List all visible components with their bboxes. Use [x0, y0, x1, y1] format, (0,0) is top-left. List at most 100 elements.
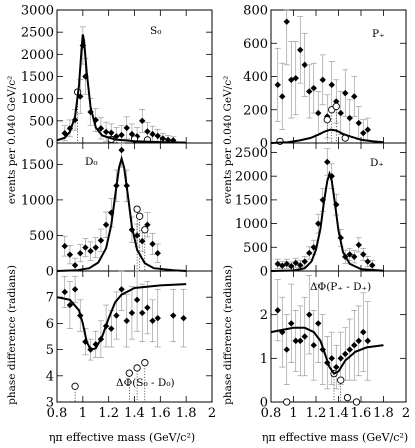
data-point [355, 337, 362, 345]
data-point [306, 249, 313, 257]
data-point [118, 131, 125, 139]
y-tick-label: 7 [46, 291, 54, 306]
data-point [301, 333, 308, 340]
data-point [118, 146, 125, 154]
data-point [328, 172, 335, 180]
x-tick-label: 1.8 [373, 406, 394, 421]
fit-curve [270, 170, 384, 272]
data-point [337, 355, 344, 362]
x-tick-label: 1.6 [351, 406, 372, 421]
open-point [352, 398, 361, 406]
open-point [141, 359, 149, 367]
data-point [351, 253, 358, 260]
data-point [170, 137, 177, 144]
open-point [283, 398, 291, 406]
data-point [123, 124, 130, 132]
open-point [323, 116, 331, 124]
y-tick-label: 1000 [21, 193, 54, 208]
data-point [61, 242, 68, 250]
y-tick-label: 3000 [21, 4, 54, 19]
panel-S0: 0 500 1000 1500 2000 2500 3000 S₀ [21, 4, 213, 152]
data-point [61, 288, 68, 296]
data-point [102, 128, 110, 136]
right-top-ylabel: events per 0.040 GeV/c² [222, 76, 234, 205]
data-point [144, 128, 151, 135]
y-tick-label: 0 [46, 137, 54, 152]
y-tick-label: 600 [243, 37, 268, 52]
data-point [324, 158, 331, 166]
y-tick-label: 1 [260, 352, 268, 367]
data-point [87, 247, 94, 255]
data-point [82, 244, 89, 251]
data-point [102, 221, 110, 228]
data-point [355, 119, 362, 127]
panel-D0: 0 500 1000 1500 D₀ [21, 142, 213, 280]
data-point [297, 337, 304, 345]
open-point [133, 205, 141, 213]
data-point [283, 18, 290, 25]
data-point [274, 81, 281, 89]
x-tick-label: 1.2 [98, 406, 119, 421]
data-point [310, 244, 317, 251]
data-point [180, 314, 187, 322]
data-point [149, 240, 156, 248]
y-tick-label: 2500 [21, 26, 54, 41]
data-point [159, 135, 167, 142]
y-tick-label: 5 [46, 343, 54, 358]
data-point [328, 81, 335, 89]
data-point [71, 116, 79, 124]
data-point [333, 363, 340, 371]
data-point [346, 251, 353, 258]
y-tick-label: 4 [46, 369, 54, 384]
x-tick-label: 1 [289, 406, 297, 421]
y-tick-label: 1000 [235, 217, 268, 232]
panel-dphiS0D0: 3 4 5 6 7 0.8 1 1.2 1.4 1.6 1.8 2 ΔΦ(S₀ - D₀) [46, 270, 216, 421]
panel-dphiP+D+: 0 1 2 0.8 1 1.2 1.4 1.6 1.8 2 ΔΦ(P₊ - D₊) [260, 270, 410, 421]
data-point [315, 320, 322, 327]
data-point [279, 93, 286, 100]
data-point [292, 337, 299, 345]
left-xlabel: ηπ effective mass (GeV/c²) [49, 431, 195, 444]
data-point [364, 337, 371, 345]
data-point [292, 259, 299, 267]
data-point [301, 61, 308, 69]
data-point [139, 117, 146, 125]
left-bottom-ylabel: phase difference (radians) [6, 265, 18, 405]
data-point [342, 350, 349, 358]
data-point [108, 129, 115, 137]
data-point [154, 250, 161, 257]
data-point [66, 251, 74, 258]
fit-curve [56, 283, 187, 351]
x-tick-label: 1.6 [150, 406, 171, 421]
data-point [139, 309, 146, 317]
data-point [346, 346, 353, 353]
data-point [71, 286, 79, 293]
y-tick-label: 500 [29, 229, 54, 244]
y-tick-label: 500 [29, 114, 54, 129]
data-point [288, 320, 295, 327]
data-point [66, 301, 74, 309]
data-point [355, 241, 362, 249]
y-tick-label: 500 [243, 241, 268, 256]
data-point [154, 314, 161, 322]
data-point [144, 304, 151, 311]
y-tick-label: 800 [243, 4, 268, 19]
data-point [360, 328, 367, 336]
data-point [351, 93, 358, 100]
data-point [139, 237, 146, 245]
data-point [274, 307, 281, 314]
open-point [337, 376, 345, 384]
data-point [346, 114, 353, 122]
data-point [333, 98, 340, 105]
data-point [283, 346, 290, 353]
data-point [113, 312, 120, 319]
y-tick-label: 200 [243, 103, 268, 118]
data-point [315, 220, 322, 227]
y-tick-label: 0 [260, 396, 268, 411]
y-tick-label: 0 [260, 137, 268, 152]
data-point [123, 317, 130, 324]
panel-D+: 0 500 1000 1500 2000 2500 D₊ [235, 142, 407, 280]
data-point [149, 317, 156, 324]
data-point [351, 342, 358, 349]
